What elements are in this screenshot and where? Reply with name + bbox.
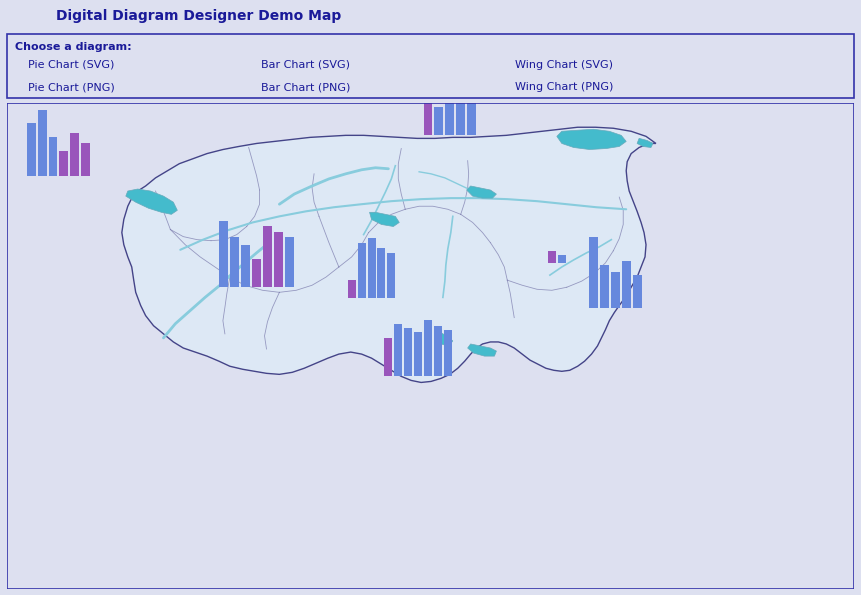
- Text: Pie Chart (PNG): Pie Chart (PNG): [28, 82, 115, 92]
- Polygon shape: [637, 139, 653, 148]
- Text: Wing Chart (PNG): Wing Chart (PNG): [515, 82, 614, 92]
- Text: Wing Chart (SVG): Wing Chart (SVG): [515, 60, 613, 70]
- Bar: [59, 151, 68, 176]
- Bar: [368, 237, 375, 299]
- Bar: [384, 338, 393, 377]
- Bar: [27, 123, 35, 176]
- Bar: [414, 332, 422, 377]
- Bar: [444, 330, 452, 377]
- Bar: [231, 237, 239, 287]
- Text: Choose a diagram:: Choose a diagram:: [15, 42, 132, 52]
- Polygon shape: [468, 344, 497, 356]
- FancyBboxPatch shape: [7, 34, 854, 98]
- Bar: [600, 265, 609, 308]
- Polygon shape: [369, 212, 400, 227]
- Bar: [394, 324, 402, 377]
- Bar: [377, 248, 386, 299]
- Bar: [357, 243, 366, 299]
- Bar: [468, 89, 476, 135]
- Bar: [81, 143, 90, 176]
- Bar: [622, 261, 630, 308]
- Bar: [405, 328, 412, 377]
- Bar: [387, 253, 395, 299]
- Bar: [285, 237, 294, 287]
- Bar: [548, 251, 556, 263]
- Bar: [445, 98, 455, 135]
- Polygon shape: [122, 127, 656, 383]
- Bar: [252, 259, 261, 287]
- Bar: [456, 84, 465, 135]
- Text: Pie Chart (SVG): Pie Chart (SVG): [28, 60, 115, 70]
- Bar: [558, 255, 566, 263]
- Text: Digital Diagram Designer Demo Map: Digital Diagram Designer Demo Map: [56, 10, 341, 23]
- Bar: [263, 227, 272, 287]
- Text: Bar Chart (PNG): Bar Chart (PNG): [261, 82, 350, 92]
- Bar: [220, 221, 228, 287]
- Bar: [424, 60, 432, 135]
- Bar: [274, 231, 283, 287]
- Polygon shape: [126, 189, 177, 214]
- Bar: [434, 325, 442, 377]
- Polygon shape: [557, 129, 626, 149]
- Bar: [71, 133, 79, 176]
- Bar: [589, 237, 598, 308]
- Bar: [435, 107, 443, 135]
- Polygon shape: [435, 332, 453, 346]
- Bar: [241, 245, 251, 287]
- Polygon shape: [467, 186, 497, 198]
- Bar: [610, 272, 620, 308]
- Bar: [633, 275, 641, 308]
- Bar: [38, 110, 46, 176]
- Text: Bar Chart (SVG): Bar Chart (SVG): [261, 60, 350, 70]
- Bar: [48, 137, 58, 176]
- Bar: [348, 280, 356, 299]
- Bar: [424, 320, 432, 377]
